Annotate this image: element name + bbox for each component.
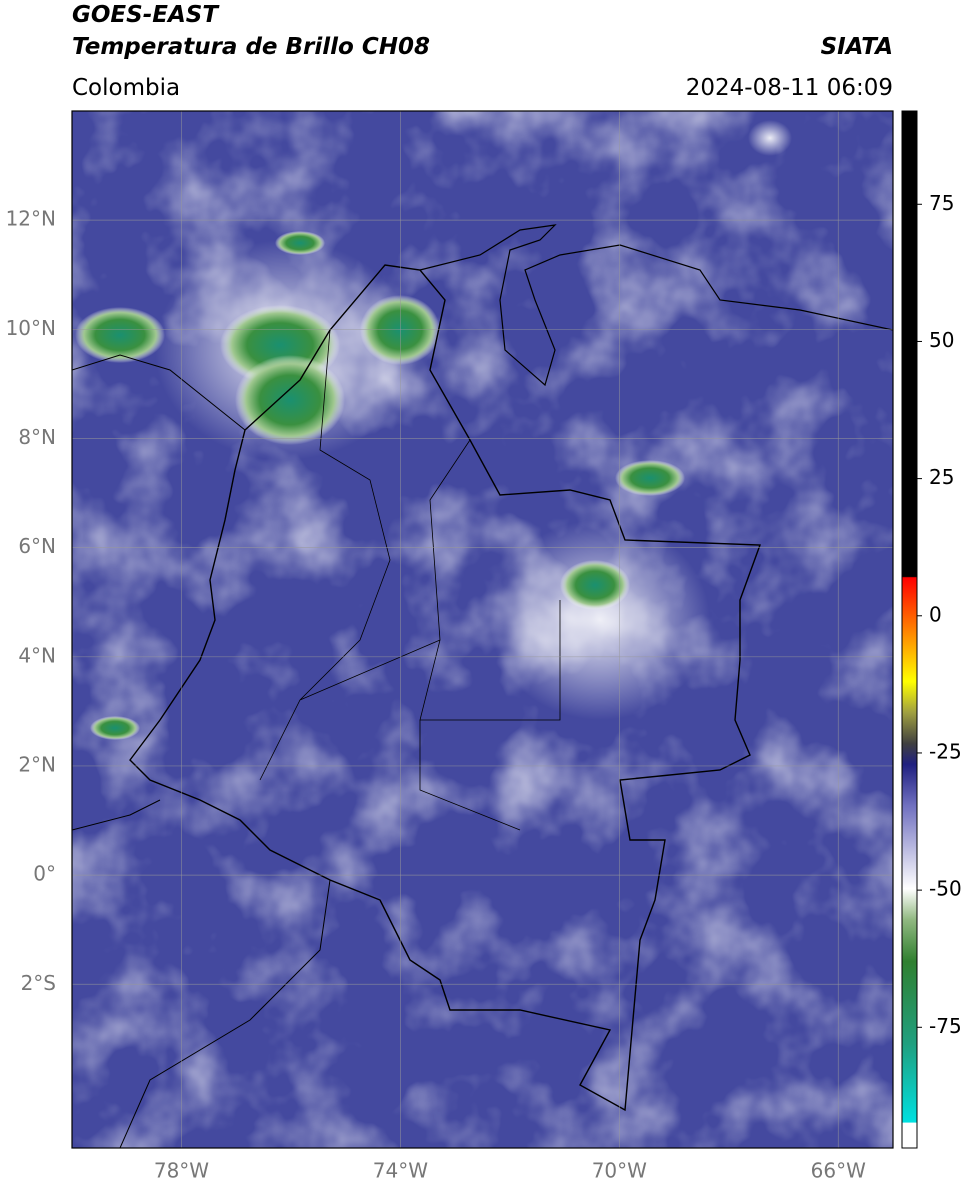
y-tick-label: 4°N bbox=[18, 643, 56, 667]
source: SIATA bbox=[821, 34, 893, 60]
map-image bbox=[72, 111, 893, 1148]
map-frame bbox=[71, 110, 894, 1149]
subtitle: Temperatura de Brillo CH08 bbox=[72, 34, 430, 60]
colorbar-tick-label: -50 bbox=[929, 877, 962, 901]
y-tick-label: 8°N bbox=[18, 425, 56, 449]
y-tick-label: 12°N bbox=[6, 207, 56, 231]
y-tick-label: 10°N bbox=[6, 316, 56, 340]
x-tick-label: 74°W bbox=[373, 1159, 428, 1183]
x-tick-label: 70°W bbox=[592, 1159, 647, 1183]
y-tick-label: 6°N bbox=[18, 534, 56, 558]
colorbar-tick-label: -25 bbox=[929, 739, 962, 763]
colorbar-tick-label: 50 bbox=[929, 328, 954, 352]
colorbar-tick-label: 75 bbox=[929, 191, 954, 215]
x-tick-label: 66°W bbox=[811, 1159, 866, 1183]
graticule bbox=[72, 111, 893, 1148]
colorbar bbox=[901, 110, 918, 1149]
datetime: 2024-08-11 06:09 bbox=[686, 75, 893, 101]
x-tick-label: 78°W bbox=[154, 1159, 209, 1183]
colorbar-tick-label: 25 bbox=[929, 465, 954, 489]
y-tick-label: 2°N bbox=[18, 752, 56, 776]
region: Colombia bbox=[72, 75, 180, 101]
colorbar-tick-label: -75 bbox=[929, 1014, 962, 1038]
y-tick-label: 2°S bbox=[21, 971, 56, 995]
colorbar-tick-label: 0 bbox=[929, 602, 942, 626]
y-tick-label: 0° bbox=[33, 862, 56, 886]
title: GOES-EAST bbox=[72, 2, 220, 28]
